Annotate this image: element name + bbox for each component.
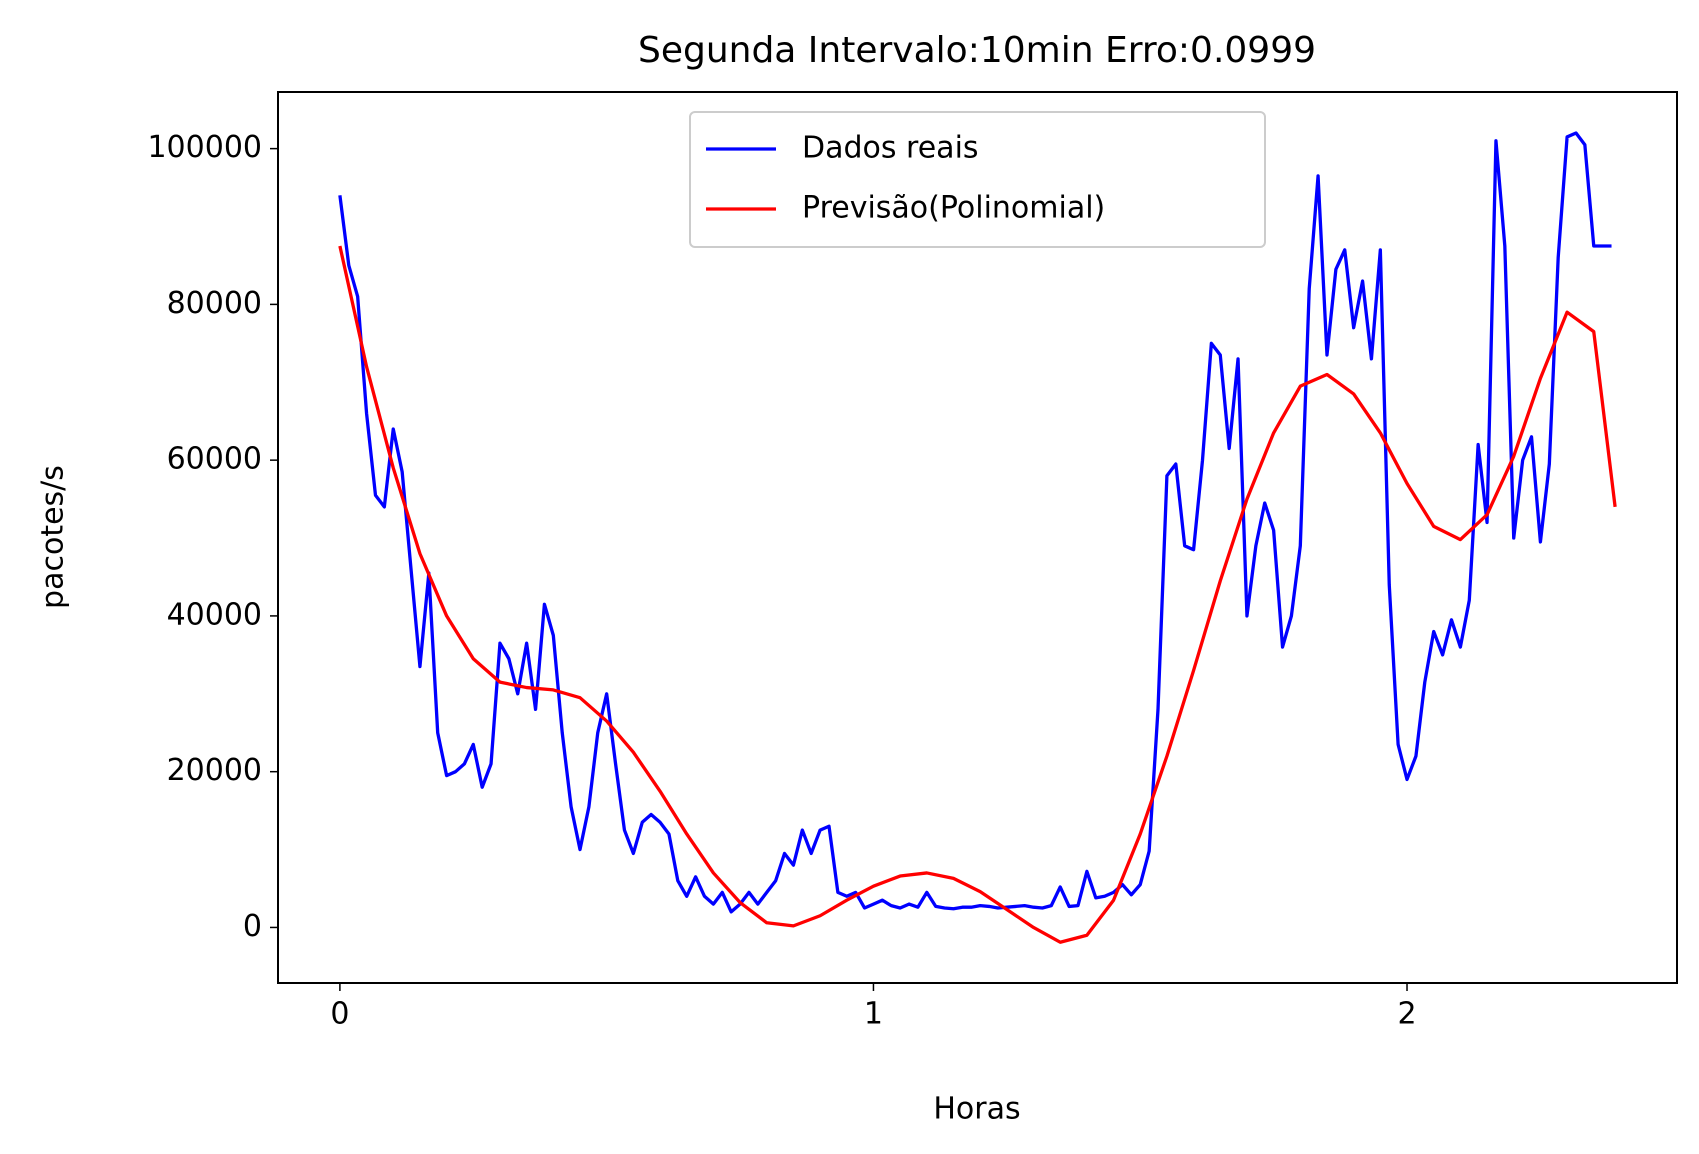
plot-frame [277,91,1678,984]
y-axis-label: pacotes/s [36,465,71,609]
x-axis-label: Horas [933,1092,1020,1127]
legend-box [689,111,1266,248]
data-line [338,245,1617,944]
x-tick-label: 2 [1397,997,1416,1032]
y-tick-label: 40000 [167,597,262,632]
y-tick-label: 20000 [167,753,262,788]
legend-label: Previsão(Polinomial) [802,191,1105,226]
y-tick-label: 100000 [147,130,262,165]
x-tick-label: 1 [864,997,883,1032]
y-tick-label: 60000 [167,442,262,477]
data-line [338,131,1612,914]
y-tick-label: 0 [243,909,262,944]
y-tick-label: 80000 [167,286,262,321]
chart-title: Segunda Intervalo:10min Erro:0.0999 [638,30,1316,71]
x-tick-label: 0 [330,997,349,1032]
legend-label: Dados reais [802,131,979,166]
